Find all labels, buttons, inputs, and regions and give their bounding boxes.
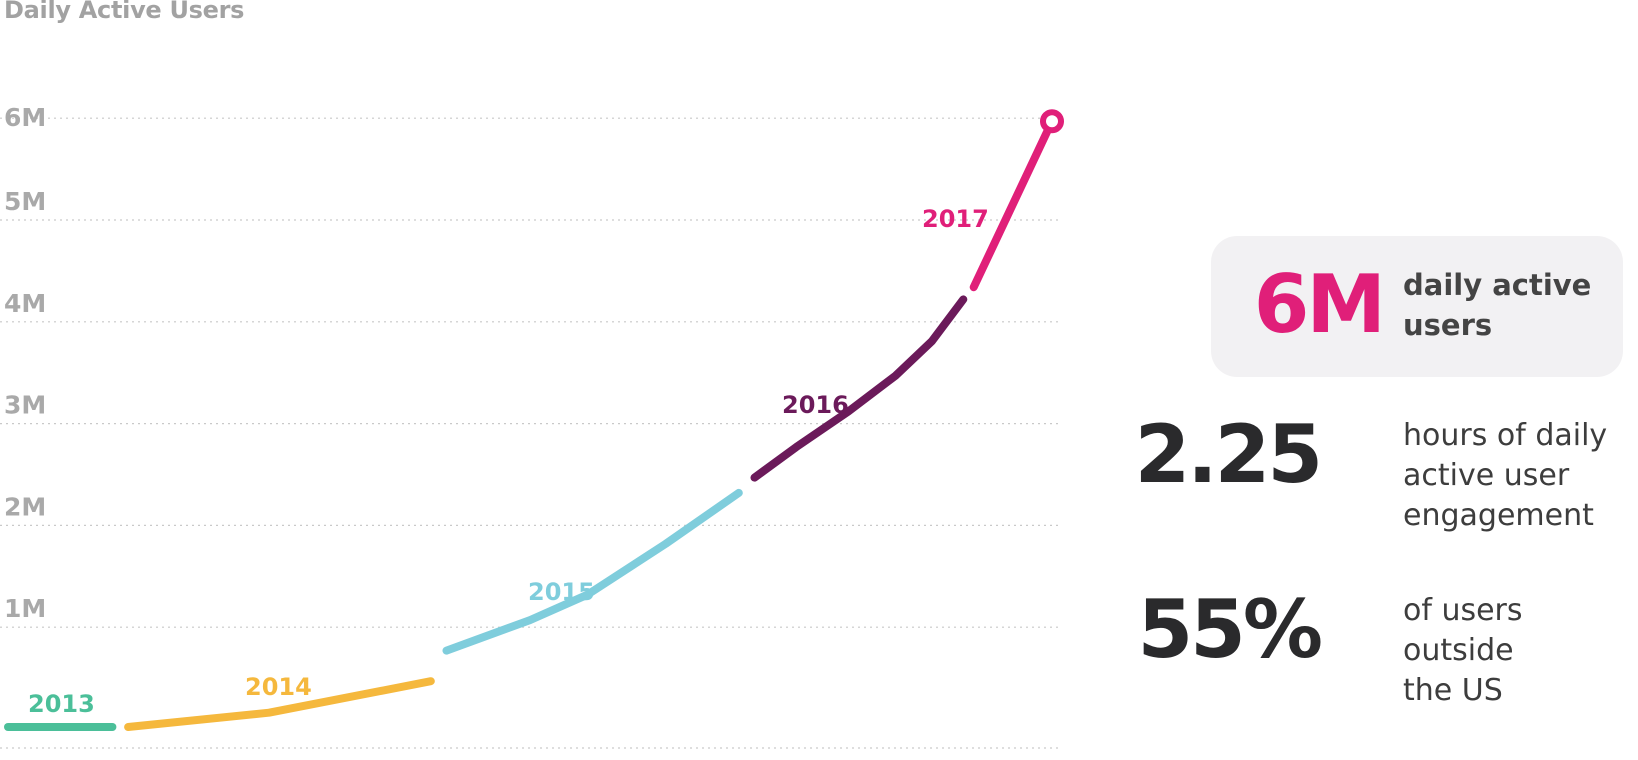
series-line-2014 <box>124 677 435 731</box>
stat-intl-label-line1: of users outside <box>1403 593 1523 668</box>
end-marker <box>1040 109 1064 134</box>
series-label-2015: 2015 <box>528 578 595 606</box>
chart-title: Daily Active Users <box>4 0 245 24</box>
series-label-2017: 2017 <box>922 205 989 233</box>
series-label-2013: 2013 <box>28 690 95 718</box>
y-tick-label: 1M <box>4 594 46 623</box>
y-axis-ticks: 1M 2M 3M 4M 5M 6M <box>4 103 46 623</box>
stat-dau-value: 6M <box>1253 258 1386 351</box>
stat-dau-label: daily active users <box>1403 265 1591 345</box>
stat-hours-value: 2.25 <box>1134 408 1323 501</box>
dau-line-chart: 1M 2M 3M 4M 5M 6M 2013 2014 2015 2016 2017 <box>0 103 1064 749</box>
gridlines <box>0 117 1060 749</box>
y-tick-label: 6M <box>4 103 46 132</box>
series-line-2017 <box>969 117 1056 292</box>
y-tick-label: 3M <box>4 391 46 420</box>
series-line-2016 <box>750 295 968 482</box>
stat-hours-label-line3: engagement <box>1403 498 1594 533</box>
stat-hours-label-line2: active user <box>1403 458 1570 493</box>
series-labels: 2013 2014 2015 2016 2017 <box>28 205 989 718</box>
stat-card-daily-active-users: 6M daily active users <box>1211 236 1623 377</box>
stat-hours-label-line1: hours of daily <box>1403 418 1608 453</box>
y-tick-label: 2M <box>4 492 46 521</box>
stat-intl-label-line2: the US <box>1403 673 1503 708</box>
stat-intl-value: 55% <box>1137 583 1323 676</box>
stat-dau-label-line1: daily active <box>1403 268 1592 302</box>
stat-hours-engagement: 2.25 hours of daily active user engageme… <box>1135 410 1630 540</box>
stat-dau-label-line2: users <box>1403 308 1493 342</box>
y-tick-label: 5M <box>4 187 46 216</box>
series-label-2014: 2014 <box>245 673 312 701</box>
series-line-2015 <box>442 488 743 655</box>
stat-hours-label: hours of daily active user engagement <box>1403 416 1607 536</box>
end-marker-circle <box>1040 109 1064 134</box>
series-label-2016: 2016 <box>782 391 849 419</box>
series-lines <box>4 117 1056 731</box>
y-tick-label: 4M <box>4 289 46 318</box>
stat-users-outside-us: 55% of users outside the US <box>1138 585 1630 709</box>
stat-intl-label: of users outside the US <box>1403 591 1630 711</box>
